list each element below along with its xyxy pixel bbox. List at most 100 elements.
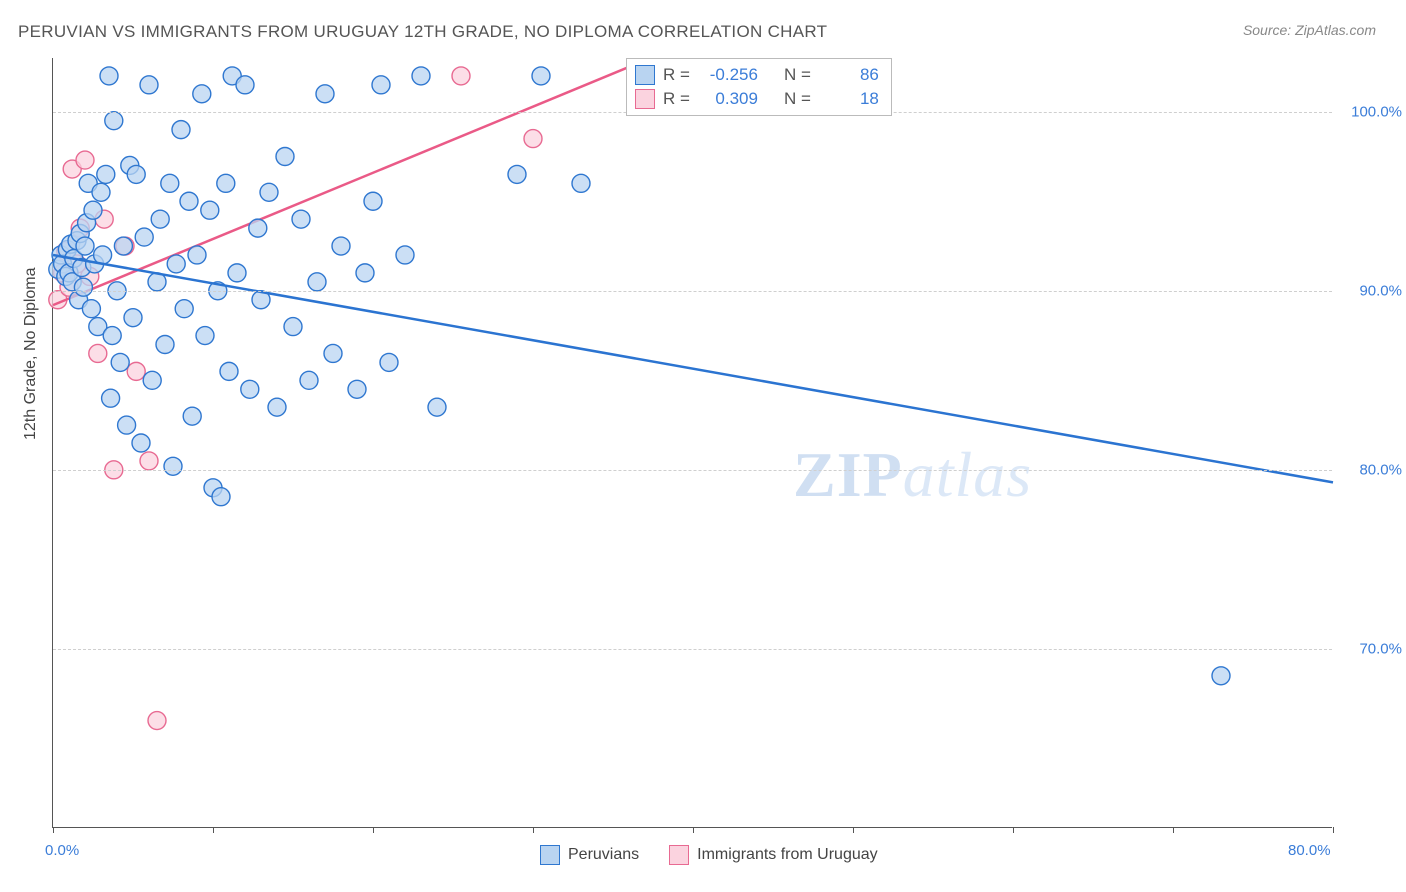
y-tick-label: 80.0% (1359, 461, 1402, 478)
scatter-point-peruvians (100, 67, 118, 85)
y-tick-label: 100.0% (1351, 103, 1402, 120)
scatter-point-peruvians (180, 192, 198, 210)
r-label: R = (663, 63, 690, 87)
stats-row-peruvians: R = -0.256 N = 86 (635, 63, 879, 87)
legend-swatch-uruguay-icon (669, 845, 689, 865)
gridline (53, 291, 1332, 292)
source-name: ZipAtlas.com (1295, 22, 1376, 38)
source-label: Source: (1243, 22, 1295, 38)
scatter-point-peruvians (332, 237, 350, 255)
legend-item-peruvians: Peruvians (540, 845, 639, 865)
scatter-point-peruvians (284, 318, 302, 336)
scatter-point-uruguay (76, 151, 94, 169)
scatter-point-peruvians (92, 183, 110, 201)
source-attribution: Source: ZipAtlas.com (1243, 22, 1376, 38)
chart-title: PERUVIAN VS IMMIGRANTS FROM URUGUAY 12TH… (18, 22, 827, 42)
y-tick-label: 70.0% (1359, 640, 1402, 657)
scatter-point-peruvians (380, 353, 398, 371)
scatter-point-peruvians (82, 300, 100, 318)
scatter-point-peruvians (220, 362, 238, 380)
scatter-point-peruvians (228, 264, 246, 282)
scatter-point-peruvians (532, 67, 550, 85)
gridline (53, 649, 1332, 650)
scatter-point-peruvians (212, 488, 230, 506)
scatter-point-peruvians (193, 85, 211, 103)
x-tick-label: 0.0% (45, 842, 79, 859)
scatter-point-peruvians (94, 246, 112, 264)
scatter-point-peruvians (292, 210, 310, 228)
scatter-point-peruvians (111, 353, 129, 371)
scatter-point-peruvians (364, 192, 382, 210)
scatter-point-peruvians (236, 76, 254, 94)
regression-line-peruvians (53, 255, 1333, 482)
scatter-point-peruvians (316, 85, 334, 103)
scatter-point-peruvians (188, 246, 206, 264)
scatter-point-peruvians (124, 309, 142, 327)
bottom-legend: Peruvians Immigrants from Uruguay (540, 845, 878, 865)
x-tick (693, 827, 694, 833)
scatter-point-peruvians (76, 237, 94, 255)
plot-area: ZIPatlas 70.0%80.0%90.0%100.0%0.0%80.0% (52, 58, 1332, 828)
scatter-point-peruvians (118, 416, 136, 434)
y-axis-title: 12th Grade, No Diploma (22, 267, 40, 440)
scatter-point-peruvians (164, 457, 182, 475)
swatch-uruguay-icon (635, 89, 655, 109)
x-tick (1333, 827, 1334, 833)
x-tick (53, 827, 54, 833)
x-tick (853, 827, 854, 833)
scatter-point-peruvians (412, 67, 430, 85)
scatter-point-peruvians (1212, 667, 1230, 685)
scatter-point-peruvians (105, 112, 123, 130)
scatter-point-uruguay (127, 362, 145, 380)
scatter-point-peruvians (167, 255, 185, 273)
legend-item-uruguay: Immigrants from Uruguay (669, 845, 878, 865)
scatter-point-peruvians (428, 398, 446, 416)
scatter-point-peruvians (102, 389, 120, 407)
legend-label-peruvians: Peruvians (568, 846, 639, 864)
scatter-point-peruvians (175, 300, 193, 318)
n-label: N = (784, 63, 811, 87)
x-tick (373, 827, 374, 833)
scatter-point-peruvians (135, 228, 153, 246)
scatter-point-peruvians (241, 380, 259, 398)
scatter-point-peruvians (260, 183, 278, 201)
scatter-point-peruvians (276, 147, 294, 165)
x-tick-label: 80.0% (1288, 842, 1331, 859)
scatter-point-peruvians (348, 380, 366, 398)
scatter-point-uruguay (89, 344, 107, 362)
scatter-point-peruvians (127, 165, 145, 183)
scatter-point-peruvians (217, 174, 235, 192)
r-value-uruguay: 0.309 (698, 87, 758, 111)
stats-row-uruguay: R = 0.309 N = 18 (635, 87, 879, 111)
scatter-point-peruvians (97, 165, 115, 183)
scatter-point-uruguay (524, 130, 542, 148)
scatter-point-peruvians (114, 237, 132, 255)
n-value-uruguay: 18 (819, 87, 879, 111)
scatter-point-peruvians (508, 165, 526, 183)
legend-label-uruguay: Immigrants from Uruguay (697, 846, 878, 864)
scatter-point-peruvians (201, 201, 219, 219)
r-label: R = (663, 87, 690, 111)
scatter-point-peruvians (372, 76, 390, 94)
scatter-point-peruvians (356, 264, 374, 282)
scatter-point-peruvians (103, 327, 121, 345)
legend-swatch-peruvians-icon (540, 845, 560, 865)
scatter-point-peruvians (172, 121, 190, 139)
n-label: N = (784, 87, 811, 111)
scatter-point-peruvians (84, 201, 102, 219)
scatter-point-uruguay (452, 67, 470, 85)
x-tick (1173, 827, 1174, 833)
scatter-point-peruvians (183, 407, 201, 425)
scatter-point-peruvians (140, 76, 158, 94)
scatter-point-peruvians (396, 246, 414, 264)
swatch-peruvians-icon (635, 65, 655, 85)
scatter-point-peruvians (196, 327, 214, 345)
y-tick-label: 90.0% (1359, 282, 1402, 299)
x-tick (1013, 827, 1014, 833)
r-value-peruvians: -0.256 (698, 63, 758, 87)
x-tick (533, 827, 534, 833)
scatter-point-peruvians (308, 273, 326, 291)
gridline (53, 470, 1332, 471)
scatter-point-peruvians (132, 434, 150, 452)
scatter-point-peruvians (161, 174, 179, 192)
